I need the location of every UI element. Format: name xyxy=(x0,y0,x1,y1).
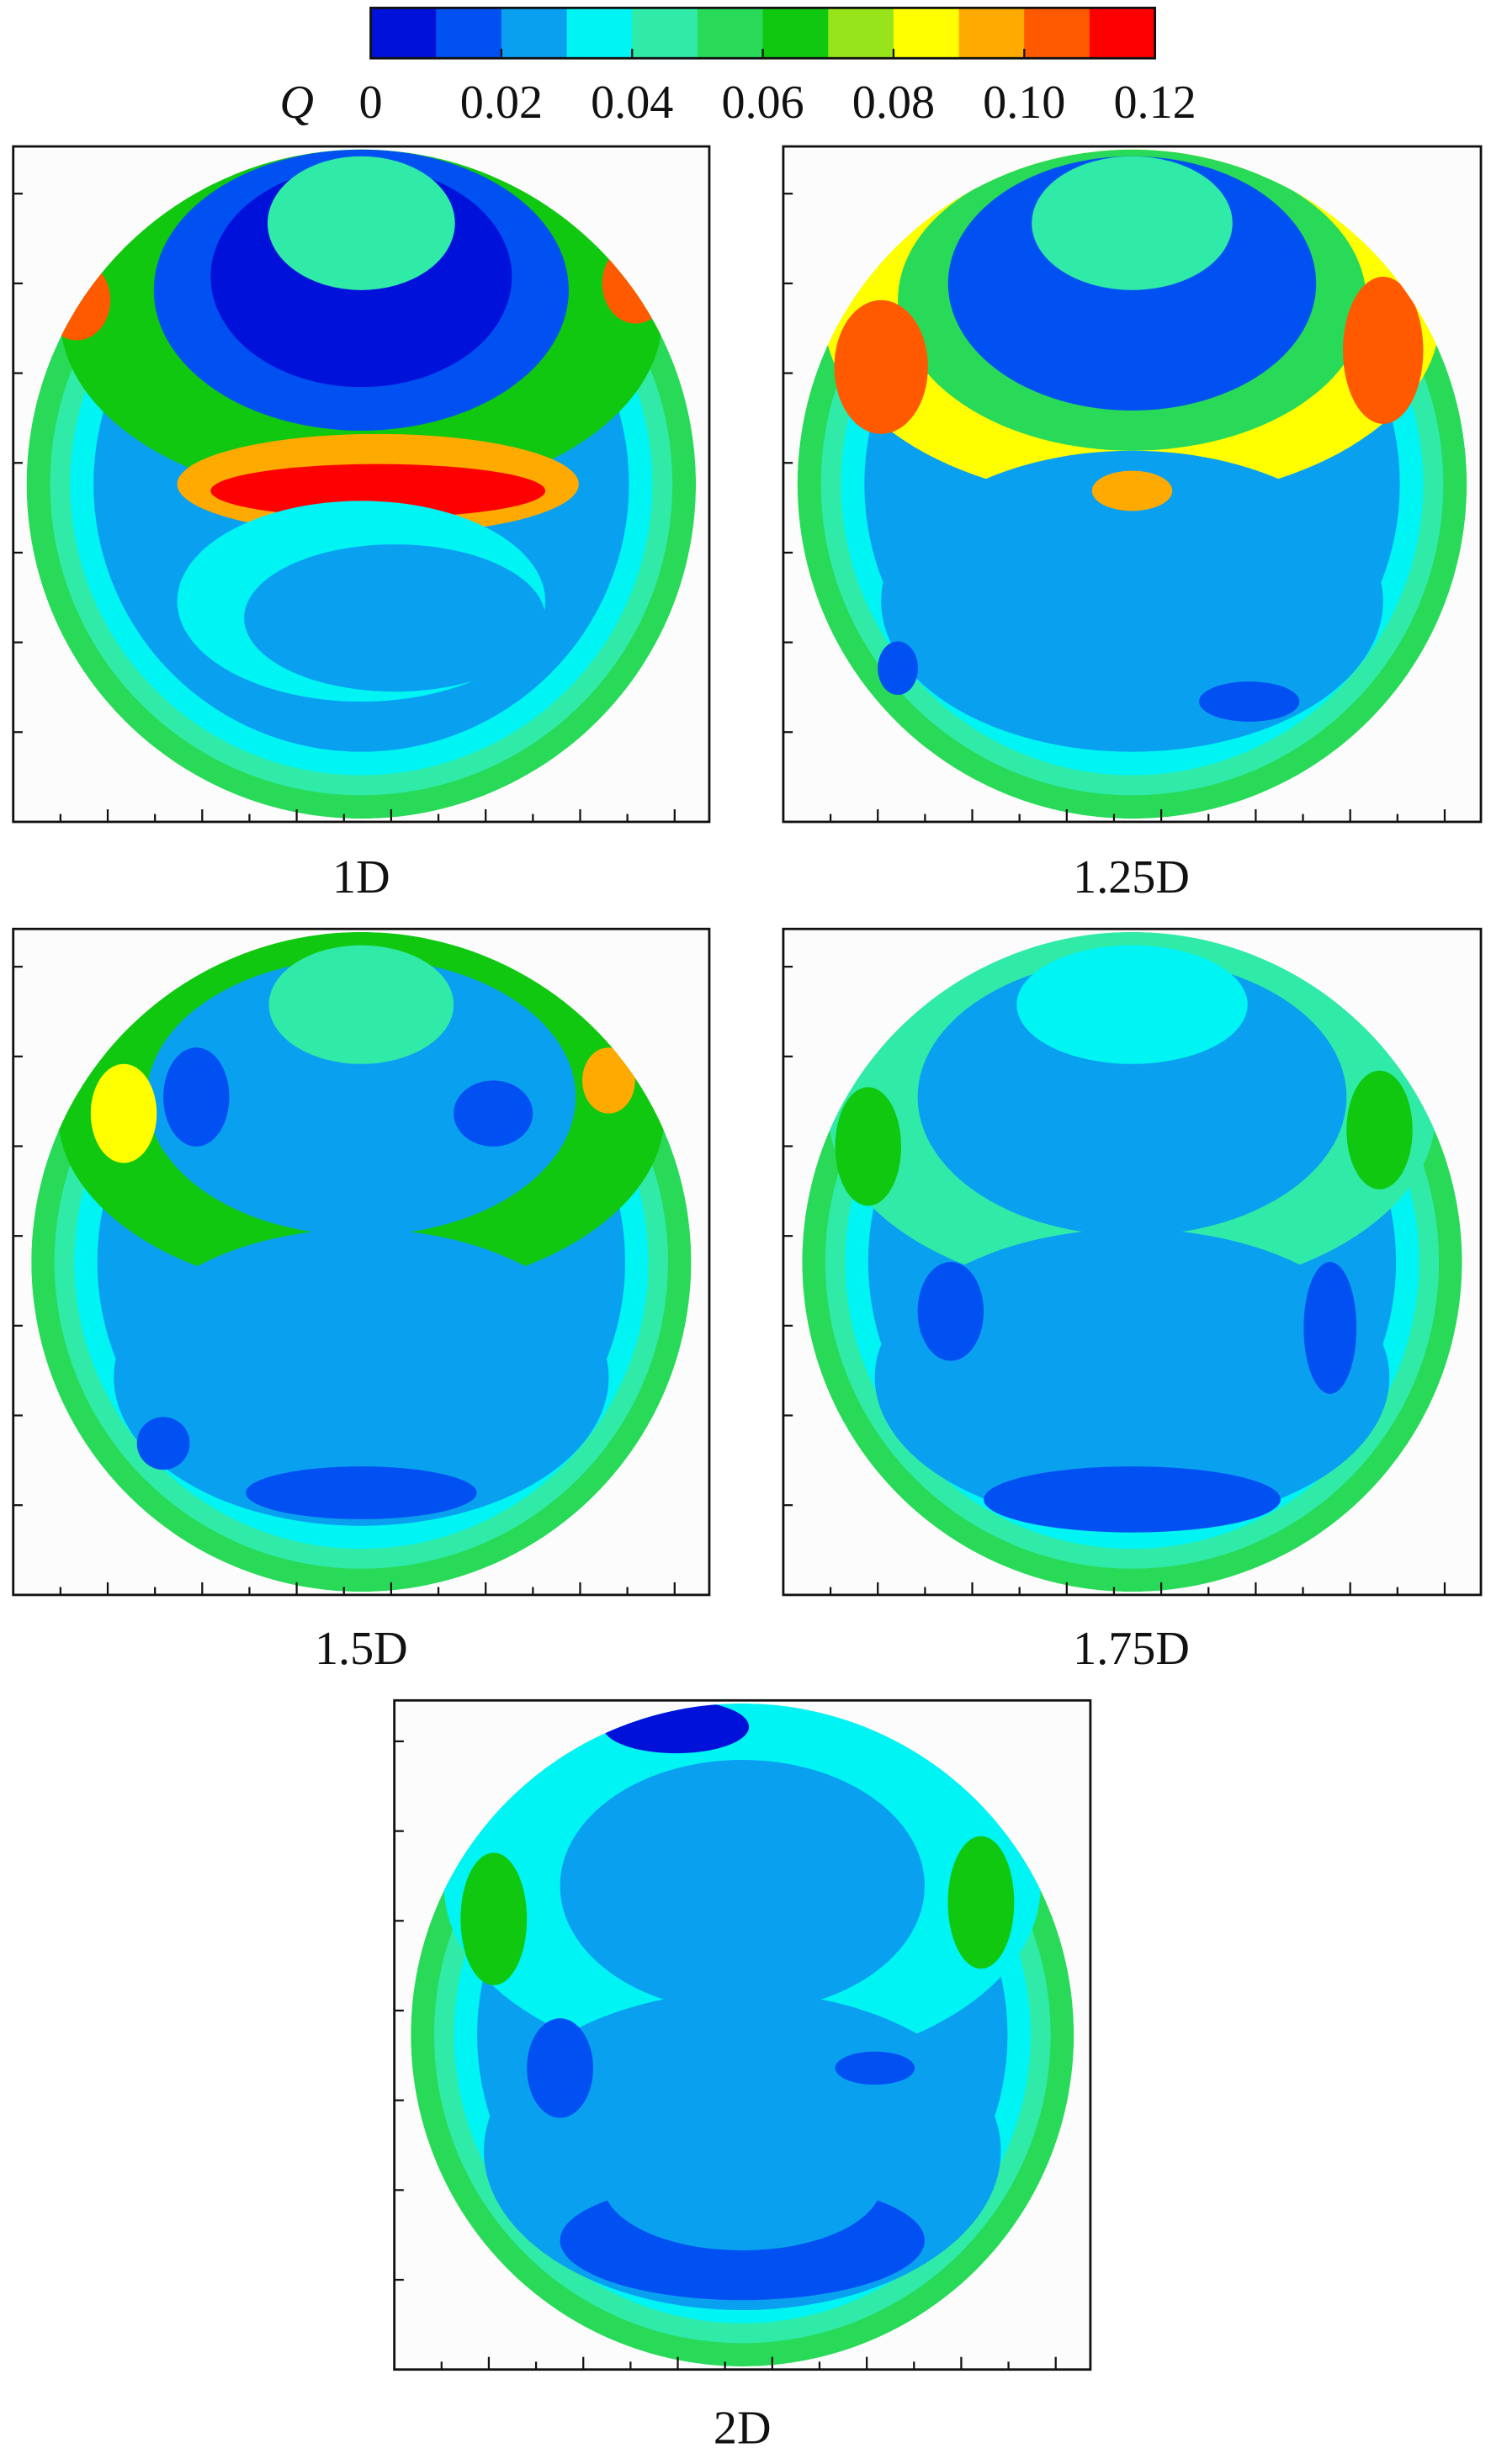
contour-region xyxy=(246,1466,477,1519)
panel-label: 1.75D xyxy=(1073,1623,1190,1675)
panel-frame xyxy=(782,145,1483,824)
contour-region xyxy=(267,156,455,290)
colorbar-swatch xyxy=(566,8,633,59)
colorbar-tick-label: 0.04 xyxy=(591,77,673,129)
contour-region xyxy=(268,945,454,1064)
contour-region xyxy=(917,1262,984,1361)
panel-frame xyxy=(12,145,711,824)
colorbar-swatch xyxy=(1089,8,1156,59)
contour-region xyxy=(460,1852,528,1985)
contour-region xyxy=(878,641,918,696)
contour-field xyxy=(797,149,1467,819)
contour-region xyxy=(560,1760,925,2012)
colorbar-tick-label: 0.10 xyxy=(983,77,1065,129)
contour-region xyxy=(146,958,576,1236)
panel-label: 1.5D xyxy=(315,1623,408,1675)
panel-label: 1D xyxy=(332,851,390,903)
contour-region xyxy=(1091,470,1173,511)
contour-field xyxy=(26,149,697,819)
colorbar-swatch xyxy=(893,8,960,59)
contour-region xyxy=(1343,276,1424,424)
contour-region xyxy=(527,2018,593,2118)
contour-region xyxy=(835,2051,915,2085)
colorbar-swatch xyxy=(828,8,894,59)
colorbar-swatch xyxy=(958,8,1025,59)
panel-frame xyxy=(393,1698,1092,2371)
contour-region xyxy=(984,1466,1281,1533)
colorbar-swatch xyxy=(501,8,568,59)
contour-region xyxy=(834,299,928,434)
panel-frame xyxy=(12,927,711,1597)
colorbar-tick-label: 0.12 xyxy=(1113,77,1196,129)
contour-region xyxy=(454,1080,533,1147)
contour-field xyxy=(411,1704,1074,2366)
contour-region xyxy=(874,1228,1390,1526)
contour-region xyxy=(1346,1070,1413,1190)
contour-region xyxy=(881,450,1383,752)
contour-field xyxy=(802,931,1462,1592)
contour-region xyxy=(1303,1262,1357,1394)
colorbar-swatch xyxy=(632,8,698,59)
panel-label: 1.25D xyxy=(1073,851,1190,903)
contour-region xyxy=(917,958,1347,1236)
contour-field xyxy=(31,931,692,1592)
contour-region xyxy=(210,464,546,518)
contour-region xyxy=(835,1087,902,1206)
contour-region xyxy=(163,1047,230,1147)
panel-label: 2D xyxy=(714,2402,772,2454)
contour-region xyxy=(947,1836,1015,1969)
contour-region xyxy=(1016,945,1248,1064)
contour-region xyxy=(582,1047,635,1114)
colorbar-tick-label: 0 xyxy=(359,77,383,129)
colorbar-tick-label: 0.02 xyxy=(460,77,543,129)
contour-region xyxy=(90,1063,157,1163)
colorbar-swatch xyxy=(762,8,829,59)
contour-region xyxy=(244,544,546,692)
colorbar-swatch xyxy=(1024,8,1090,59)
contour-region xyxy=(602,2117,882,2251)
contour-region xyxy=(136,1417,190,1470)
colorbar-swatch xyxy=(370,8,437,59)
contour-region xyxy=(1199,681,1300,722)
colorbar-swatch xyxy=(436,8,502,59)
colorbar-swatch xyxy=(697,8,764,59)
contour-region xyxy=(114,1228,609,1526)
colorbar-label: Q xyxy=(279,77,314,129)
panel-frame xyxy=(782,927,1483,1597)
contour-region xyxy=(1032,156,1233,290)
colorbar-tick-label: 0.06 xyxy=(721,77,804,129)
colorbar-tick-label: 0.08 xyxy=(852,77,935,129)
